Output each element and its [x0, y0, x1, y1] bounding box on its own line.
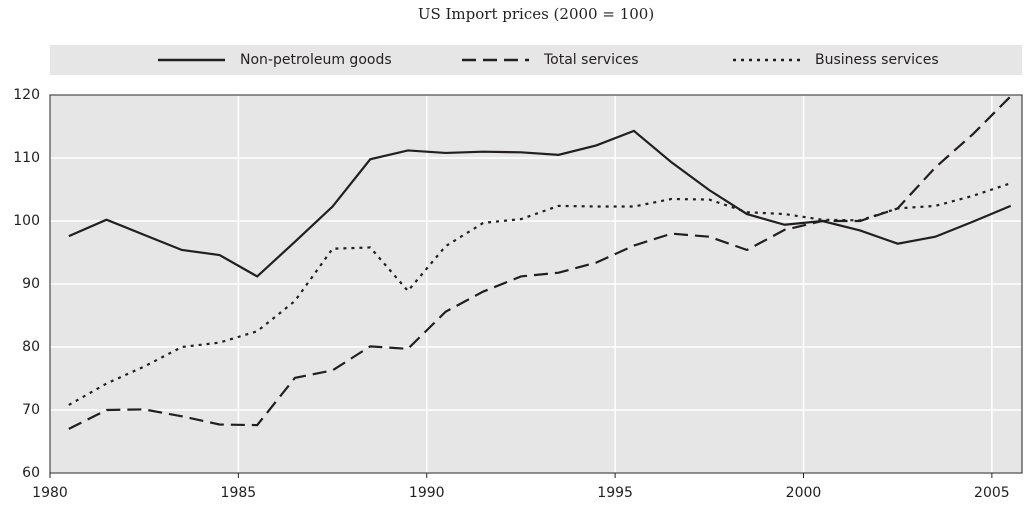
- x-tick-label: 2000: [786, 485, 822, 501]
- legend-label: Non-petroleum goods: [240, 52, 392, 68]
- series-line: [68, 95, 1012, 430]
- y-tick-label: 90: [22, 276, 40, 292]
- y-tick-label: 80: [22, 339, 40, 355]
- y-tick-label: 70: [22, 402, 40, 418]
- y-tick-label: 120: [13, 87, 40, 103]
- x-tick-label: 2005: [974, 485, 1010, 501]
- chart-title: US Import prices (2000 = 100): [418, 5, 654, 23]
- series-line: [68, 129, 1012, 278]
- y-tick-label: 100: [13, 213, 40, 229]
- x-tick-label: 1990: [409, 485, 445, 501]
- y-tick-label: 110: [13, 150, 40, 166]
- legend-label: Business services: [815, 52, 939, 68]
- x-tick-label: 1995: [597, 485, 633, 501]
- y-tick-label: 60: [22, 465, 40, 481]
- legend-label: Total services: [543, 52, 639, 68]
- x-tick-label: 1985: [221, 485, 257, 501]
- x-tick-label: 1980: [32, 485, 68, 501]
- plot-border: [49, 94, 1023, 474]
